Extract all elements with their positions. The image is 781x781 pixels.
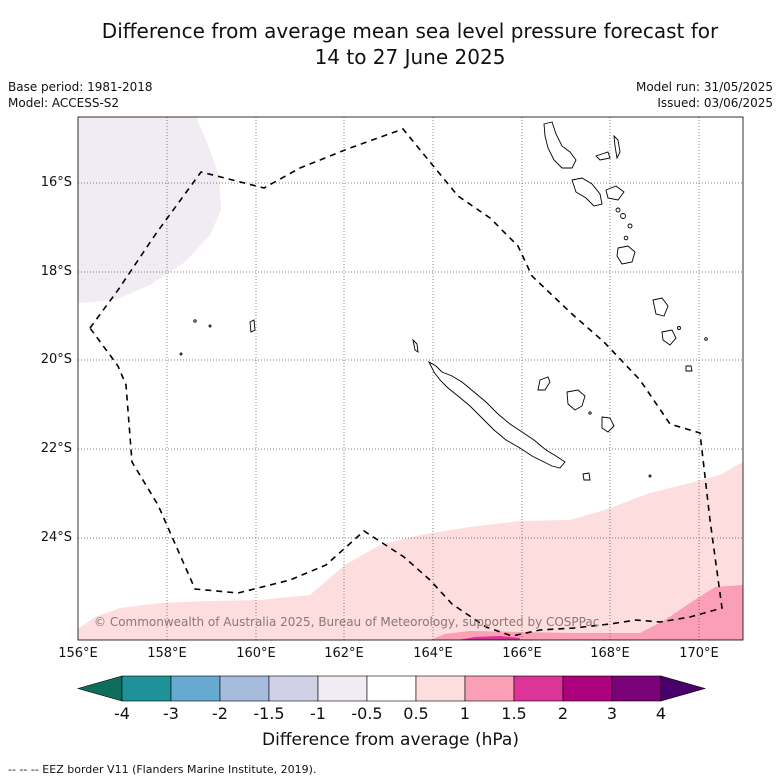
belep-islands <box>412 338 419 353</box>
islet-m <box>648 474 652 478</box>
longitude-label: 156°E <box>58 646 98 661</box>
mare-island <box>601 416 615 433</box>
colorbar-tick-label: 1 <box>459 704 471 723</box>
model-name: Model: ACCESS-S2 <box>8 96 120 110</box>
efate <box>605 185 625 201</box>
colorbar-extend-high <box>660 675 707 702</box>
ambae <box>595 151 611 161</box>
positive-anomaly-area-light <box>78 462 743 640</box>
latitude-label: 22°S <box>40 441 72 456</box>
negative-anomaly-area <box>78 117 221 303</box>
colorbar-extend-low <box>76 675 123 702</box>
islet-l <box>588 411 592 415</box>
longitude-label: 170°E <box>679 646 719 661</box>
lifou-island <box>566 389 586 411</box>
colorbar-segment <box>366 675 417 702</box>
malakula <box>571 177 603 207</box>
islet-j <box>208 324 212 328</box>
issued-date: Issued: 03/06/2025 <box>657 96 773 110</box>
erromango <box>616 245 636 265</box>
new-caledonia-outline <box>427 360 566 469</box>
colorbar-tick-label: -1 <box>310 704 326 723</box>
longitude-label: 158°E <box>147 646 187 661</box>
eez-border <box>89 128 723 637</box>
graticule <box>78 117 743 640</box>
positive-anomaly-area-medium <box>430 585 743 640</box>
colorbar-segment <box>611 675 662 702</box>
colorbar-tick-label: 1.5 <box>501 704 527 723</box>
maewo <box>613 134 621 160</box>
islet-d <box>627 223 633 229</box>
title-line-1: Difference from average mean sea level p… <box>101 19 719 43</box>
model-run: Model run: 31/05/2025 <box>635 80 773 94</box>
longitude-label: 162°E <box>324 646 364 661</box>
colorbar-segment <box>464 675 515 702</box>
colorbar-tick-label: 4 <box>655 704 667 723</box>
pressure-anomaly-shading <box>78 117 743 640</box>
colorbar-segment <box>121 675 172 702</box>
small-islet-b <box>249 319 256 333</box>
longitude-label: 166°E <box>502 646 542 661</box>
ouvea-island <box>537 376 551 391</box>
colorbar-title: Difference from average (hPa) <box>262 730 519 750</box>
colorbar-tick-label: -3 <box>163 704 179 723</box>
latitude-label: 24°S <box>40 530 72 545</box>
title-line-2: 14 to 27 June 2025 <box>314 45 506 69</box>
colorbar-tick-label: -1.5 <box>253 704 285 723</box>
latitude-label: 20°S <box>40 352 72 367</box>
islet-k <box>179 352 183 356</box>
islet-g <box>677 326 681 330</box>
colorbar-segment <box>268 675 319 702</box>
copyright-text: © Commonwealth of Australia 2025, Bureau… <box>94 615 599 629</box>
colorbar-tick-label: 0.5 <box>403 704 429 723</box>
base-period: Base period: 1981-2018 <box>8 80 153 94</box>
espiritu-santo <box>543 121 577 169</box>
islet-h <box>704 337 708 341</box>
colorbar-tick-label: 3 <box>606 704 618 723</box>
coastlines <box>179 121 708 481</box>
latitude-label: 16°S <box>40 175 72 190</box>
colorbar-segment <box>317 675 368 702</box>
longitude-label: 160°E <box>236 646 276 661</box>
colorbar-tick-label: -0.5 <box>351 704 383 723</box>
islet-f <box>615 207 621 213</box>
small-islet-a <box>685 365 693 372</box>
longitude-label: 168°E <box>590 646 630 661</box>
colorbar-segment <box>170 675 221 702</box>
colorbar-segment <box>513 675 564 702</box>
islet-i <box>193 319 197 323</box>
islet-e <box>623 235 629 241</box>
eez-legend-footer: -- -- -- EEZ border V11 (Flanders Marine… <box>8 763 317 776</box>
latitude-label: 18°S <box>40 264 72 279</box>
walpole-island <box>582 472 591 481</box>
colorbar-segment <box>562 675 613 702</box>
page-title: Difference from average mean sea level p… <box>0 18 781 70</box>
map-frame <box>77 116 744 641</box>
colorbar-tick-label: 2 <box>557 704 569 723</box>
longitude-label: 164°E <box>413 646 453 661</box>
colorbar-tick-label: -2 <box>212 704 228 723</box>
aneityum <box>652 297 669 317</box>
colorbar <box>76 675 707 702</box>
islet-c <box>620 213 626 219</box>
colorbar-tick-label: -4 <box>114 704 130 723</box>
tanna <box>661 329 677 346</box>
colorbar-segment <box>415 675 466 702</box>
positive-anomaly-area-strong <box>458 636 520 640</box>
meta-left: Base period: 1981-2018 Model: ACCESS-S2 <box>8 79 153 111</box>
meta-right: Model run: 31/05/2025 Issued: 03/06/2025 <box>636 79 773 111</box>
colorbar-segment <box>219 675 270 702</box>
